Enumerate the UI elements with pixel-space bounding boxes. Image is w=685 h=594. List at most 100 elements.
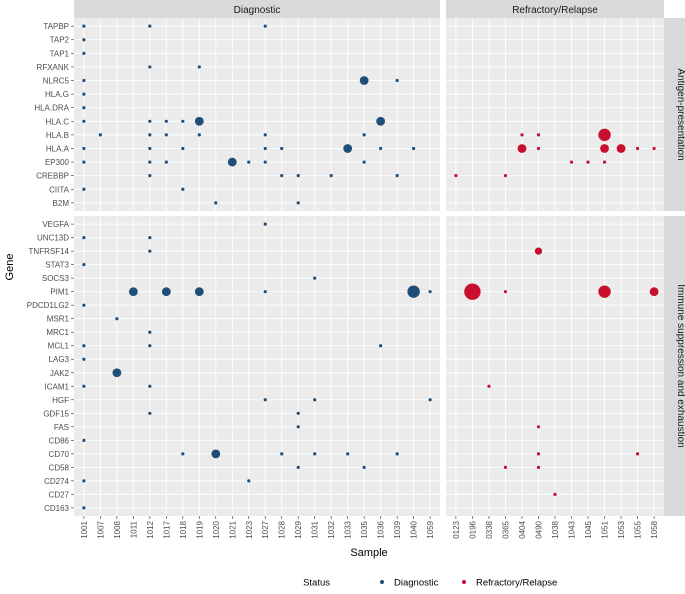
x-tick-label: 1021 [228,520,237,538]
legend-label: Refractory/Relapse [476,578,557,589]
panel-background [74,18,440,211]
data-point [161,287,171,297]
data-point [214,201,218,205]
y-tick-label: RFXANK [37,63,70,72]
data-point [115,317,119,321]
data-point [263,222,267,226]
data-point [263,24,267,28]
data-point [586,160,590,164]
data-point [82,187,86,191]
data-point [313,276,317,280]
data-point [112,368,122,378]
y-tick-label: HLA.B [46,131,69,140]
data-point [194,116,204,126]
x-tick-label: 1011 [129,520,138,538]
y-tick-label: CREBBP [36,172,69,181]
y-tick-label: CD70 [49,450,70,459]
y-tick-label: LAG3 [49,355,70,364]
data-point [329,174,333,178]
legend-key [380,580,384,584]
data-point [82,303,86,307]
data-point [296,411,300,415]
data-point [616,144,626,153]
data-point [503,174,508,178]
data-point [148,24,152,28]
y-axis-title: Gene [4,254,16,281]
data-point [247,160,251,164]
y-tick-label: HGF [52,396,69,405]
x-tick-label: 1027 [261,520,270,538]
data-point [296,174,300,178]
data-point [82,384,86,388]
data-point [280,174,284,178]
y-tick-label: MSR1 [47,315,70,324]
facet-strip-row [664,216,685,516]
y-tick-label: TAP2 [50,36,70,45]
x-tick-label: 1058 [650,520,659,538]
data-point [412,146,416,151]
data-point [600,144,609,153]
x-tick-label: 1023 [245,520,254,538]
data-point [503,465,508,469]
data-point [181,119,185,123]
data-point [148,65,152,69]
data-point [211,449,221,459]
facet-strip-col-label: Diagnostic [234,5,281,16]
x-tick-label: 0365 [501,520,510,538]
data-point [148,146,152,151]
y-tick-label: MCL1 [48,342,70,351]
y-tick-label: NLRC5 [43,77,70,86]
y-tick-label: CD58 [49,463,70,472]
y-tick-label: UNC13D [37,234,69,243]
y-tick-label: HLA.A [46,144,70,153]
data-point [536,146,541,151]
facet-strip-col-label: Refractory/Relapse [512,5,598,16]
x-tick-label: 1001 [80,520,89,538]
x-tick-label: 1012 [146,520,155,538]
data-point [82,160,86,164]
data-point [263,290,267,294]
data-point [464,283,481,300]
x-tick-label: 1040 [410,520,419,538]
data-point [536,465,541,469]
x-tick-label: 1008 [113,520,122,538]
data-point [148,160,152,164]
data-point [296,465,300,469]
data-point [598,285,611,298]
x-tick-label: 1045 [584,520,593,538]
data-point [82,119,86,123]
y-tick-label: CIITA [49,185,70,194]
legend-label: Diagnostic [394,578,439,589]
data-point [503,290,508,294]
legend-key [462,580,466,584]
data-point [428,290,432,294]
data-point [520,133,524,137]
data-point [395,78,399,83]
x-tick-label: 1039 [393,520,402,538]
data-point [296,201,300,205]
data-point [82,78,86,83]
x-tick-label: 1035 [360,520,369,538]
data-point [536,133,541,137]
data-point [148,119,152,123]
facet-strip-col [74,0,440,18]
data-point [296,425,300,429]
data-point [247,479,251,483]
data-point [82,146,86,151]
data-point [194,287,204,297]
data-point [428,398,432,402]
data-point [197,65,201,69]
data-point [148,344,152,348]
data-point [82,51,86,55]
y-tick-label: B2M [53,199,70,208]
data-point [536,452,541,456]
y-tick-label: ICAM1 [45,382,70,391]
data-point [148,133,152,137]
data-point [82,24,86,28]
data-point [376,116,386,126]
y-tick-label: TAP1 [50,49,70,58]
x-tick-label: 0196 [468,520,477,538]
data-point [379,146,383,151]
data-point [395,174,399,178]
x-tick-label: 0490 [534,520,543,538]
